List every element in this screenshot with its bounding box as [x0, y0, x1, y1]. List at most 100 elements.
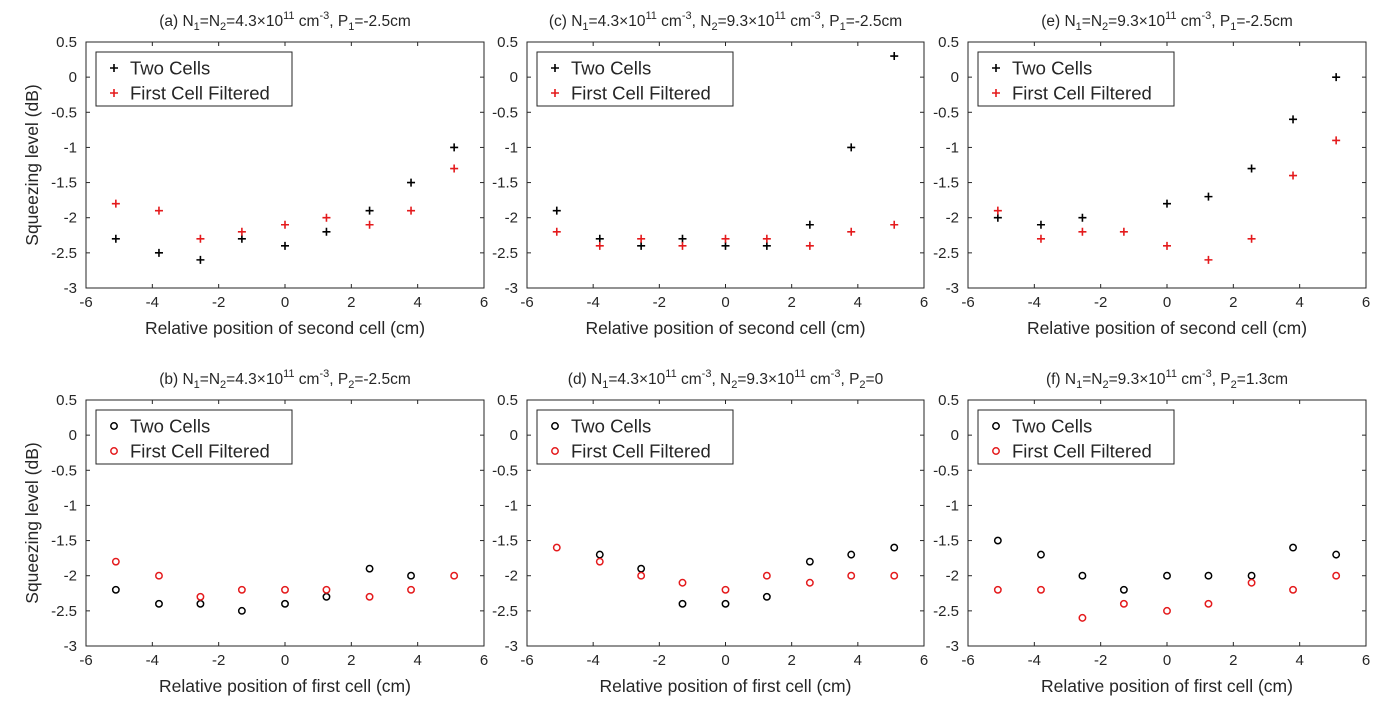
data-point	[890, 52, 899, 61]
x-tick-label: 6	[920, 652, 928, 669]
panel-title-part: 11	[1166, 368, 1177, 380]
panel-title-part: (a) N	[159, 13, 193, 30]
panel-title: (b) N1=N2=4.3×1011 cm-3, P2=-2.5cm	[159, 368, 411, 391]
x-tick-label: -4	[146, 294, 159, 311]
x-tick-label: -6	[961, 294, 974, 311]
legend-label: First Cell Filtered	[1012, 83, 1152, 104]
series-two-cells	[552, 52, 899, 250]
y-tick-label: -2	[505, 210, 518, 227]
data-point	[762, 571, 771, 580]
data-point	[154, 248, 163, 257]
legend-marker	[551, 64, 559, 72]
y-tick-label: 0	[69, 427, 77, 444]
legend-label: Two Cells	[130, 416, 210, 437]
x-tick-label: 6	[920, 294, 928, 311]
legend: Two Cells First Cell Filtered	[95, 409, 293, 465]
data-point	[1247, 164, 1256, 173]
data-point	[1332, 136, 1341, 145]
panel-title-part: =4.3×10	[608, 371, 665, 388]
panel-title-part: -3	[1202, 368, 1212, 380]
panel-title-part: -3	[831, 368, 841, 380]
panel-title-part: (d) N	[568, 371, 602, 388]
y-tick-label: 0.5	[56, 392, 77, 409]
panel-title-part: 2	[1102, 379, 1108, 391]
panel-title-part: (b) N	[159, 371, 193, 388]
data-point	[1037, 550, 1045, 559]
y-tick-label: -3	[505, 280, 518, 297]
x-tick-label: -4	[586, 652, 599, 669]
panel-c: -6 -4 -2 0 2 4 6 -3 -2.5 -2 -1.5 -1 -0.5 0 0.5 Relative…	[492, 10, 928, 338]
data-point	[1204, 192, 1213, 201]
data-point	[365, 206, 374, 215]
data-point	[805, 557, 814, 566]
panel-title-part: 1	[348, 21, 354, 33]
panel-title-part: 11	[774, 10, 785, 22]
panel-title-part: , N	[711, 371, 731, 388]
panel-title-part: (c) N	[549, 13, 583, 30]
panel-title-part: -3	[682, 10, 692, 22]
panel-title-part: =9.3×10	[718, 13, 775, 30]
panel-title: (a) N1=N2=4.3×1011 cm-3, P1=-2.5cm	[159, 10, 411, 33]
y-tick-label: -3	[946, 638, 959, 655]
panel-title-part: 11	[794, 368, 805, 380]
y-tick-label: -0.5	[933, 104, 959, 121]
legend-marker	[110, 447, 118, 455]
y-tick-label: 0	[510, 69, 518, 86]
y-tick-label: -2	[64, 568, 77, 585]
data-point	[1289, 543, 1297, 552]
panel-title-part: 2	[220, 379, 226, 391]
data-point	[196, 592, 205, 601]
data-point	[111, 199, 120, 208]
legend-box	[536, 51, 734, 107]
data-point	[721, 585, 730, 594]
panel-title-part: cm	[1177, 13, 1202, 30]
y-tick-label: -0.5	[492, 104, 518, 121]
data-point	[407, 585, 415, 594]
data-point	[678, 578, 687, 587]
data-point	[196, 234, 205, 243]
legend: Two Cells First Cell Filtered	[536, 51, 734, 107]
data-point	[1036, 234, 1045, 243]
data-point	[322, 213, 331, 222]
series-first-cell-filtered	[993, 571, 1341, 622]
y-tick-label: -0.5	[51, 104, 77, 121]
panel-d: -6 -4 -2 0 2 4 6 -3 -2.5 -2 -1.5 -1 -0.5 0 0.5 Relative…	[492, 368, 928, 696]
panel-title-part: 1	[602, 379, 608, 391]
y-tick-label: 0.5	[497, 34, 518, 51]
data-point	[154, 206, 163, 215]
data-point	[721, 599, 730, 608]
data-point	[1119, 599, 1128, 608]
x-tick-label: 2	[787, 652, 795, 669]
data-point	[847, 143, 856, 152]
panel-title: (f) N1=N2=9.3×1011 cm-3, P2=1.3cm	[1046, 368, 1288, 391]
y-tick-label: -2.5	[933, 245, 959, 262]
panel-title-part: -3	[702, 368, 712, 380]
data-point	[322, 585, 331, 594]
x-tick-label: -2	[1094, 294, 1107, 311]
x-tick-label: 2	[1229, 652, 1237, 669]
data-point	[890, 571, 899, 580]
y-tick-label: 0.5	[497, 392, 518, 409]
data-point	[407, 178, 416, 187]
data-point	[1036, 220, 1045, 229]
legend-label: First Cell Filtered	[571, 441, 711, 462]
data-point	[1163, 571, 1171, 580]
data-point	[762, 234, 771, 243]
y-tick-label: -3	[505, 638, 518, 655]
panel-title-part: 2	[859, 379, 865, 391]
x-tick-label: -4	[146, 652, 159, 669]
panel-title-part: =-2.5cm	[846, 13, 902, 30]
panel-title-part: (e) N	[1041, 13, 1075, 30]
y-tick-label: -3	[946, 280, 959, 297]
panel-title-part: 1	[1076, 21, 1082, 33]
panel-title-part: =9.3×10	[1108, 13, 1165, 30]
panel-title-part: 11	[283, 368, 294, 380]
panel-title-part: =-2.5cm	[1236, 13, 1292, 30]
y-tick-label: -1	[64, 497, 77, 514]
data-point	[1289, 171, 1298, 180]
panel-title-part: 2	[1231, 379, 1237, 391]
series-two-cells	[111, 143, 459, 264]
legend: Two Cells First Cell Filtered	[95, 51, 293, 107]
data-point	[595, 241, 604, 250]
data-point	[155, 571, 163, 580]
